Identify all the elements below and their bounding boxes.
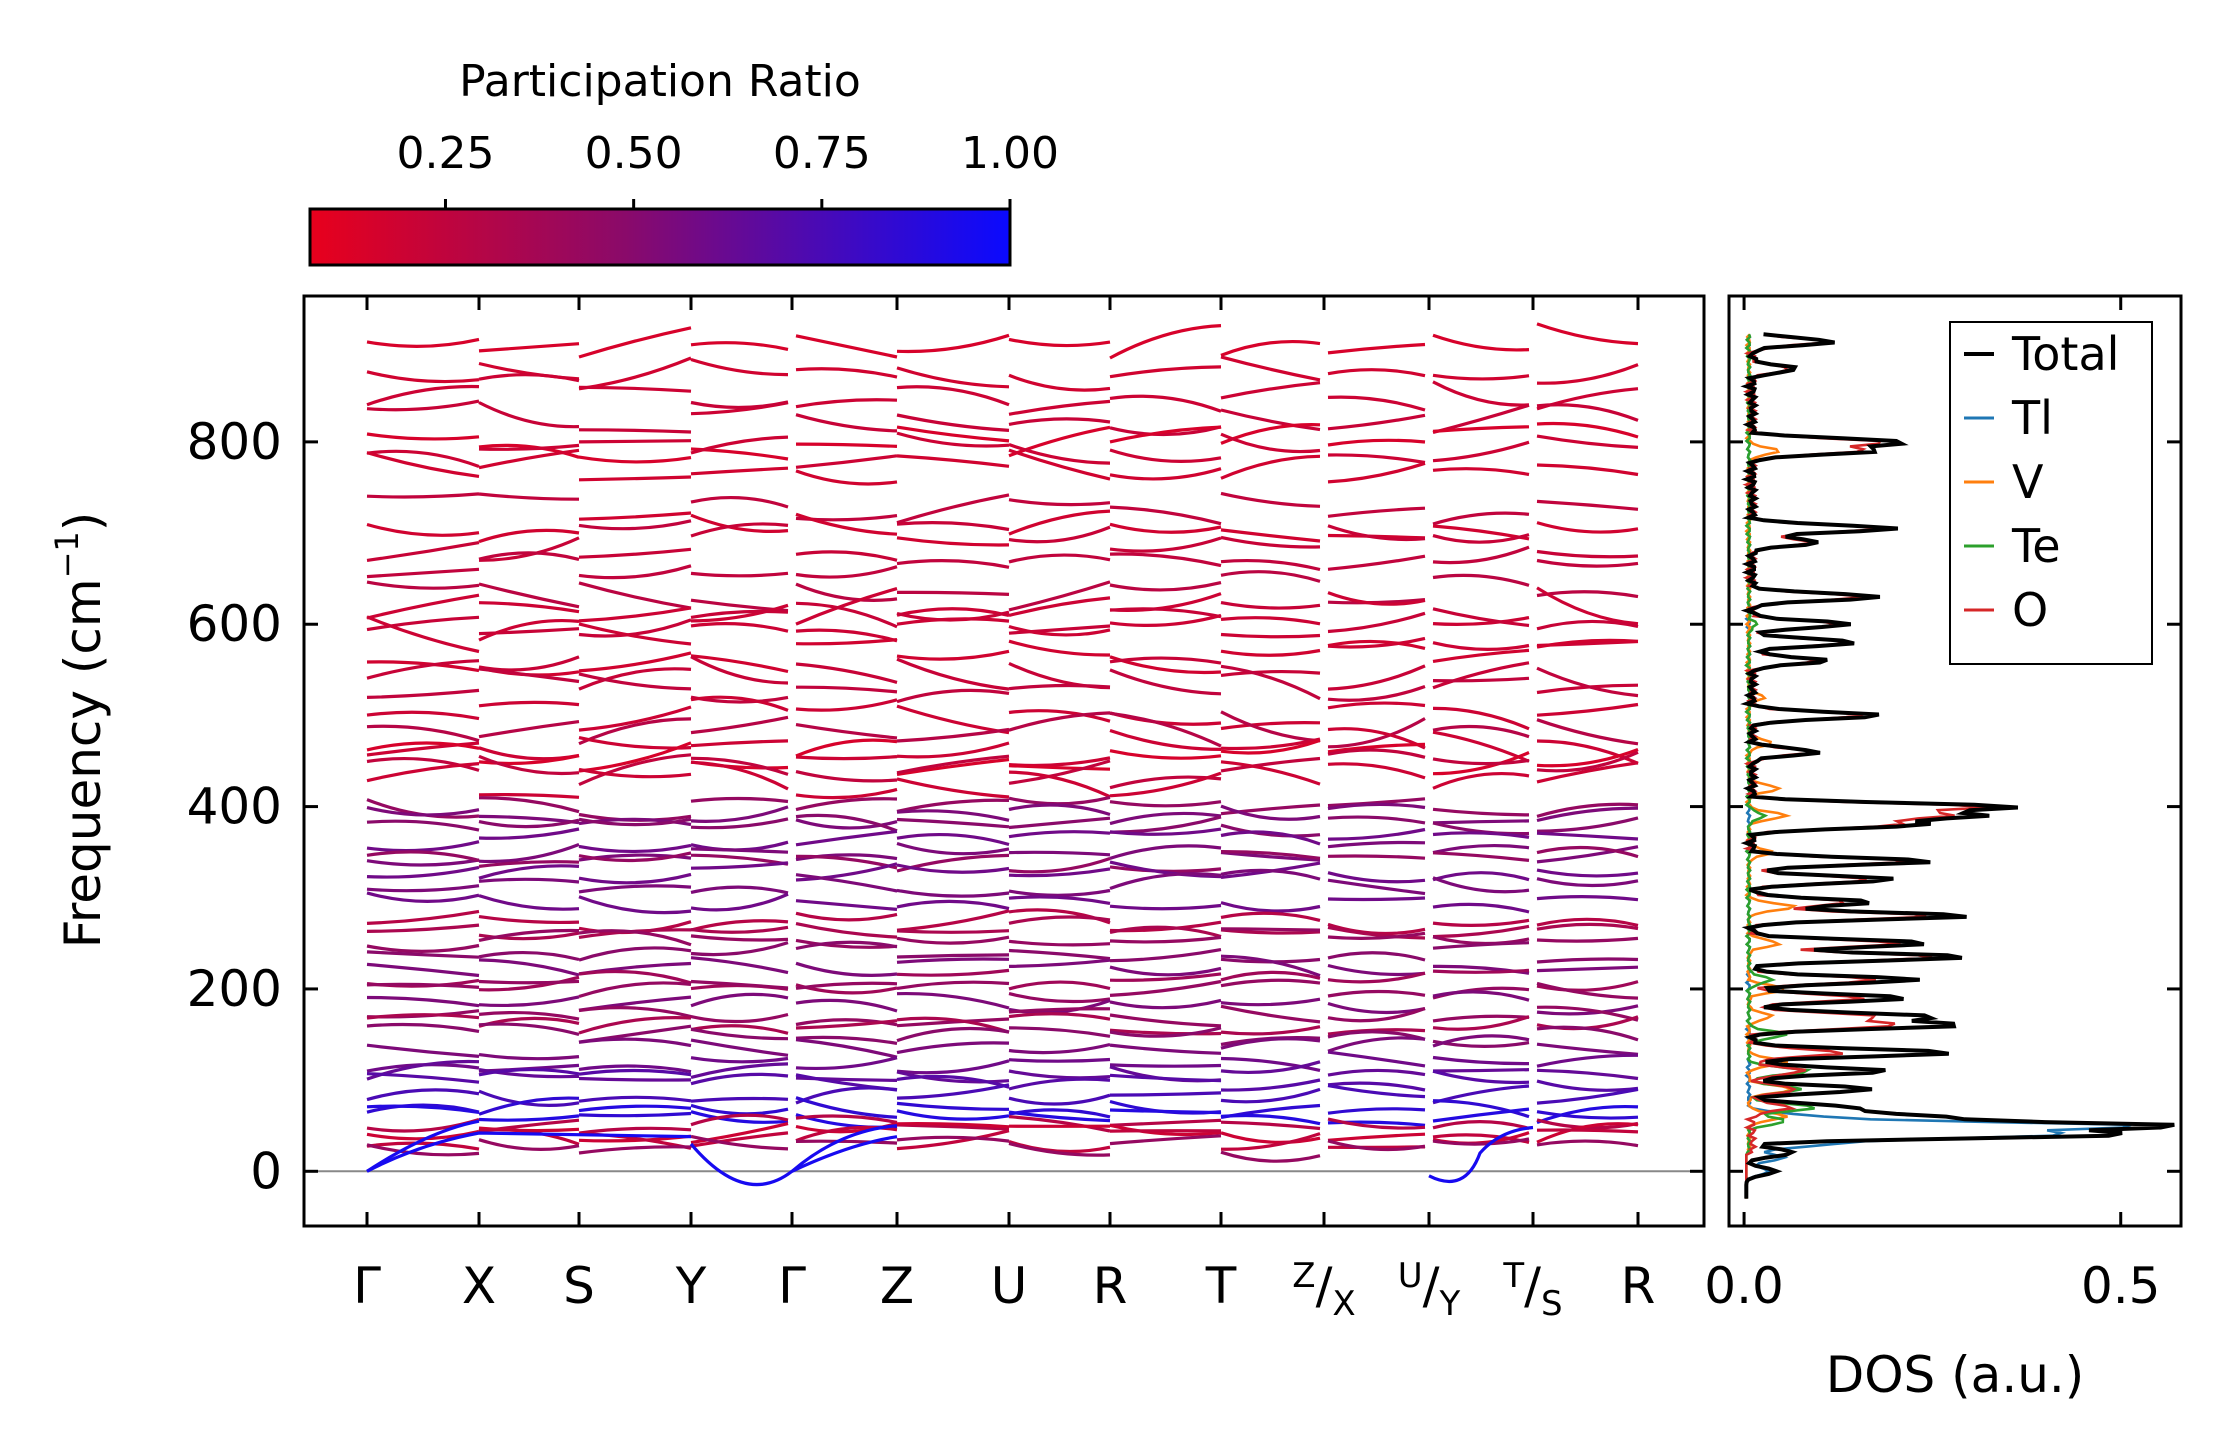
band-plot-frame xyxy=(302,294,1706,1228)
phonon-band xyxy=(366,399,1639,437)
phonon-band xyxy=(366,1113,1639,1135)
dos-axes: 0.0 0.5 xyxy=(1704,296,2181,1315)
phonon-band xyxy=(366,727,1639,768)
band-structure-panel: 0 200 400 600 800 Γ X S Y Γ Z U R T Z/X U/Y T/S R Freque… xyxy=(48,294,1706,1324)
phonon-band xyxy=(366,431,1639,469)
phonon-band xyxy=(366,868,1639,898)
dos-lines xyxy=(1740,332,2175,1199)
phonon-band xyxy=(366,840,1639,867)
dos-curve-total xyxy=(1740,332,2175,1199)
phonon-band xyxy=(366,373,1639,416)
phonon-band xyxy=(366,1096,1639,1120)
phonon-band xyxy=(366,845,1639,874)
kpoint-label: Z/X xyxy=(1292,1256,1355,1324)
kpoint-label: Z xyxy=(880,1257,914,1315)
legend-label-te: Te xyxy=(2011,519,2061,573)
kpoint-label: U xyxy=(991,1257,1028,1315)
phonon-band xyxy=(366,760,1639,800)
colorbar-tick-label: 0.25 xyxy=(396,128,494,179)
band-y-tick-label: 400 xyxy=(187,778,282,836)
phonon-band xyxy=(366,990,1639,1016)
colorbar-tick-label: 1.00 xyxy=(961,128,1059,179)
phonon-band xyxy=(366,827,1639,854)
phonon-band xyxy=(366,448,1639,486)
acoustic-branch xyxy=(1428,1125,1534,1184)
phonon-band xyxy=(366,491,1639,531)
kpoint-label: Y xyxy=(675,1257,707,1315)
band-y-axis: 0 200 400 600 800 xyxy=(187,413,1704,1200)
phonon-band xyxy=(366,1059,1639,1084)
band-y-axis-label: Frequency (cm−1) xyxy=(48,512,112,949)
phonon-band xyxy=(366,891,1639,915)
acoustic-branch xyxy=(790,1124,898,1173)
dos-panel: 0.0 0.5 DOS (a.u.) Total Tl V Te O xyxy=(1704,294,2183,1404)
legend-label-v: V xyxy=(2012,455,2044,509)
phonon-band xyxy=(366,695,1639,735)
phonon-band xyxy=(366,664,1639,704)
phonon-band xyxy=(366,521,1639,562)
dos-x-axis-label: DOS (a.u.) xyxy=(1826,1346,2085,1404)
kpoint-label: R xyxy=(1621,1257,1656,1315)
acoustic-branch xyxy=(366,1119,480,1173)
phonon-band xyxy=(366,802,1639,830)
legend-label-o: O xyxy=(2012,583,2048,637)
phonon-band xyxy=(366,1083,1639,1107)
kpoint-label: X xyxy=(462,1257,496,1315)
band-y-tick-label: 600 xyxy=(187,595,282,653)
phonon-band xyxy=(366,1012,1639,1036)
phonon-band xyxy=(366,322,1639,360)
phonon-band xyxy=(366,954,1639,978)
phonon-band xyxy=(366,748,1639,790)
kpoint-label: U/Y xyxy=(1398,1256,1461,1324)
kpoint-label: Γ xyxy=(778,1257,806,1315)
band-x-axis: Γ X S Y Γ Z U R T Z/X U/Y T/S R xyxy=(353,296,1655,1324)
dos-x-tick-label: 0.0 xyxy=(1704,1257,1784,1315)
band-y-tick-label: 800 xyxy=(187,413,282,471)
kpoint-label: S xyxy=(563,1257,595,1315)
legend-label-tl: Tl xyxy=(2011,391,2053,445)
kpoint-label: T/S xyxy=(1502,1256,1562,1324)
acoustic-branch xyxy=(791,1135,898,1173)
colorbar-tick-label: 0.50 xyxy=(585,128,683,179)
band-y-tick-label: 200 xyxy=(187,960,282,1018)
legend-box xyxy=(1949,321,2153,665)
phonon-band xyxy=(366,613,1639,654)
phonon-band xyxy=(366,978,1639,1004)
colorbar-gradient xyxy=(308,207,1012,267)
dos-plot-frame xyxy=(1727,294,2183,1228)
dos-x-tick-label: 0.5 xyxy=(2081,1257,2161,1315)
kpoint-label: T xyxy=(1205,1257,1237,1315)
phonon-band xyxy=(366,655,1639,695)
band-lines xyxy=(304,322,1704,1187)
phonon-band xyxy=(366,1125,1639,1154)
legend-label-total: Total xyxy=(2011,327,2119,381)
acoustic-branch xyxy=(689,1142,793,1187)
colorbar: Participation Ratio 0.25 0.50 0.75 1.00 xyxy=(308,56,1059,267)
phonon-band xyxy=(366,586,1639,626)
dos-legend: Total Tl V Te O xyxy=(1949,321,2153,665)
phonon-band xyxy=(366,710,1639,749)
colorbar-title: Participation Ratio xyxy=(459,56,861,107)
phonon-band xyxy=(366,738,1639,776)
phonon-band xyxy=(366,1104,1639,1129)
phonon-band xyxy=(366,1067,1639,1092)
phonon-band xyxy=(366,1134,1639,1163)
kpoint-label: R xyxy=(1093,1257,1128,1315)
phonon-band xyxy=(366,421,1639,464)
band-y-tick-label: 0 xyxy=(250,1142,282,1200)
kpoint-label: Γ xyxy=(353,1257,381,1315)
phonon-band xyxy=(366,545,1639,580)
colorbar-tick-label: 0.75 xyxy=(773,128,871,179)
phonon-band xyxy=(366,1034,1639,1061)
